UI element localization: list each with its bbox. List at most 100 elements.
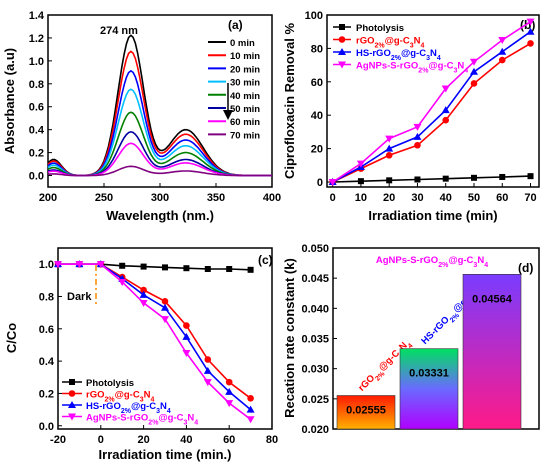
panel-b-ylabel: Ciprofloxacin Removal % — [282, 23, 297, 179]
y-tick-label: 0.0 — [29, 171, 44, 183]
bar-category-label: AgNPs-S-rGO2%@g-C3N4 — [376, 255, 488, 269]
panel-a-legend: 0 min 10 min 20 min 30 min 40 min 50 min 60 mi… — [208, 38, 260, 141]
y-tick-label: 0.4 — [29, 125, 45, 137]
x-tick-label: 10 — [355, 192, 367, 204]
panel-a-ticks: 200 250 300 350 400 0.0 0.2 0.4 0.6 0.8 1.0 1.2 1.4 — [29, 10, 281, 204]
panel-c: (c) Dark Irradiation time (min.) C/Co -2… — [4, 247, 278, 462]
bar-value-label: 0.04564 — [472, 293, 513, 305]
data-point — [140, 286, 147, 294]
data-point — [54, 261, 62, 269]
legend-label: rGO2%@g-C3N4 — [356, 36, 424, 50]
y-tick-label: 1.2 — [29, 33, 44, 45]
panel-b: (b) Irradiation time (min) Ciprofloxacin… — [282, 10, 540, 223]
y-tick-label: 20 — [311, 144, 323, 156]
legend-label: HS-rGO2%@g-C3N4 — [86, 401, 171, 415]
data-point — [118, 278, 127, 286]
x-tick-label: 30 — [411, 192, 423, 204]
y-tick-label: 100 — [305, 10, 323, 22]
data-point — [385, 151, 393, 159]
data-point — [386, 177, 393, 184]
bar-value-label: 0.03331 — [409, 368, 449, 380]
data-point — [385, 135, 394, 143]
bar-value-label: 0.02555 — [346, 405, 386, 417]
data-point — [140, 263, 147, 270]
peak-label: 274 nm — [100, 25, 138, 37]
series-line — [332, 42, 531, 183]
data-point — [414, 141, 421, 149]
legend-label: 30 min — [230, 78, 260, 89]
data-point — [183, 322, 190, 329]
data-point — [499, 173, 506, 180]
panel-c-xlabel: Irradiation time (min.) — [99, 447, 232, 462]
data-point — [182, 332, 191, 340]
panel-c-ylabel: C/Co — [4, 323, 19, 353]
x-tick-label: 200 — [39, 192, 57, 204]
data-point — [225, 400, 234, 408]
data-point — [161, 303, 169, 311]
panel-a-label: (a) — [228, 18, 243, 32]
data-point — [413, 123, 422, 131]
series-line — [58, 263, 251, 271]
legend-marker — [338, 48, 346, 55]
spectrum-line — [47, 165, 272, 177]
data-point — [203, 366, 212, 374]
panel-d-label: (d) — [518, 261, 533, 275]
y-tick-label: 0.8 — [39, 291, 54, 303]
x-tick-label: 80 — [266, 434, 278, 446]
legend-label: Photolysis — [86, 378, 134, 389]
y-tick-label: 0.050 — [301, 243, 329, 255]
y-tick-label: 0.6 — [29, 102, 44, 114]
legend-marker — [339, 24, 345, 30]
data-point — [139, 299, 148, 307]
data-point — [385, 144, 394, 152]
panel-b-frame — [326, 14, 540, 188]
panel-d-bars: 0.02555rGO2%@g-C3N40.03331HS-rGO2%@g-C3N… — [336, 255, 522, 430]
y-tick-label: 0.025 — [301, 394, 329, 406]
data-point — [161, 298, 169, 305]
legend-marker — [68, 413, 76, 421]
y-tick-label: 0.8 — [29, 79, 44, 91]
legend-label: Photolysis — [356, 23, 404, 34]
data-point — [441, 106, 450, 114]
y-tick-label: 0.030 — [301, 364, 329, 376]
decrease-arrow — [223, 83, 233, 120]
legend-marker — [68, 390, 76, 397]
y-tick-label: 0.0 — [39, 421, 54, 433]
panel-c-series — [54, 260, 255, 424]
legend-label: HS-rGO2%@g-C3N4 — [356, 48, 441, 62]
y-tick-label: 0.2 — [39, 388, 54, 400]
x-tick-label: 400 — [263, 192, 281, 204]
panel-c-frame — [57, 247, 273, 430]
y-tick-label: 0.2 — [29, 148, 44, 160]
legend-marker — [68, 401, 76, 408]
x-tick-label: 350 — [207, 192, 225, 204]
x-tick-label: 300 — [151, 192, 169, 204]
data-point — [414, 176, 421, 183]
panel-b-xlabel: Irradiation time (min) — [368, 208, 497, 223]
series-line — [332, 21, 531, 183]
y-tick-label: 1.0 — [39, 259, 54, 271]
legend-label: rGO2%@g-C3N4 — [86, 390, 154, 404]
data-point — [441, 85, 450, 93]
legend-label: 10 min — [230, 51, 260, 62]
data-point — [96, 261, 105, 269]
x-tick-label: 20 — [383, 192, 395, 204]
series-line — [332, 31, 531, 183]
data-point — [498, 56, 506, 64]
y-tick-label: 0.045 — [301, 273, 329, 285]
bar — [336, 395, 396, 430]
data-point — [225, 378, 233, 386]
legend-label: 40 min — [230, 91, 260, 102]
series-line — [58, 263, 252, 420]
y-tick-label: 80 — [311, 43, 323, 55]
x-tick-label: -20 — [50, 434, 66, 446]
legend-marker — [69, 379, 75, 385]
dark-label: Dark — [67, 291, 92, 303]
data-point — [469, 67, 478, 75]
bar — [399, 348, 459, 430]
x-tick-label: 60 — [496, 192, 508, 204]
data-point — [183, 265, 190, 272]
panel-a-ylabel: Absorbance (a.u) — [2, 48, 17, 154]
bar — [462, 274, 522, 430]
